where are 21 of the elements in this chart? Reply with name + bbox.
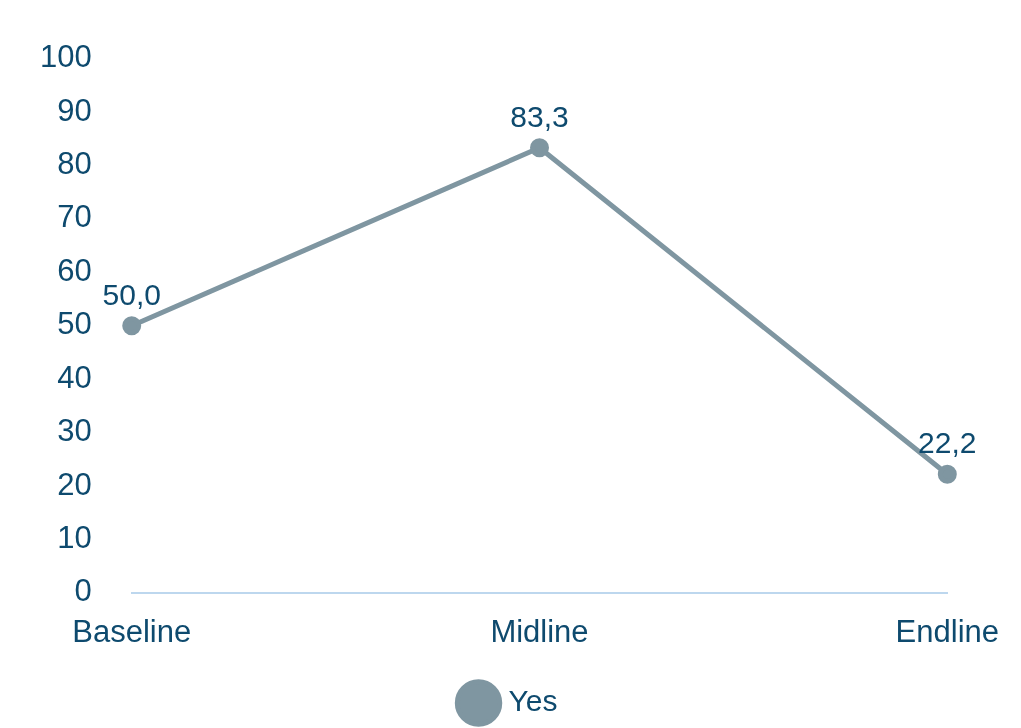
y-tick-label: 30 [57, 413, 92, 449]
y-tick-label: 60 [57, 252, 92, 288]
data-label: 83,3 [510, 100, 569, 134]
point [530, 138, 550, 158]
data-label: 50,0 [102, 277, 161, 311]
data-label: 22,2 [918, 426, 977, 460]
y-tick-label: 0 [74, 573, 92, 609]
x-tick-label: Midline [490, 613, 589, 649]
y-tick-label: 80 [57, 145, 92, 181]
y-tick-label: 40 [57, 359, 92, 395]
y-tick-label: 100 [39, 39, 92, 75]
y-tick-label: 10 [57, 519, 92, 555]
y-tick-label: 70 [57, 199, 92, 235]
y-tick-label: 20 [57, 466, 92, 502]
point [937, 464, 957, 484]
y-tick-label: 50 [57, 306, 92, 342]
x-tick-label: Baseline [72, 613, 192, 649]
point [122, 316, 142, 336]
y-tick-label: 90 [57, 92, 92, 128]
legend-label: Yes [508, 684, 558, 718]
x-tick-label: Endline [895, 613, 999, 649]
